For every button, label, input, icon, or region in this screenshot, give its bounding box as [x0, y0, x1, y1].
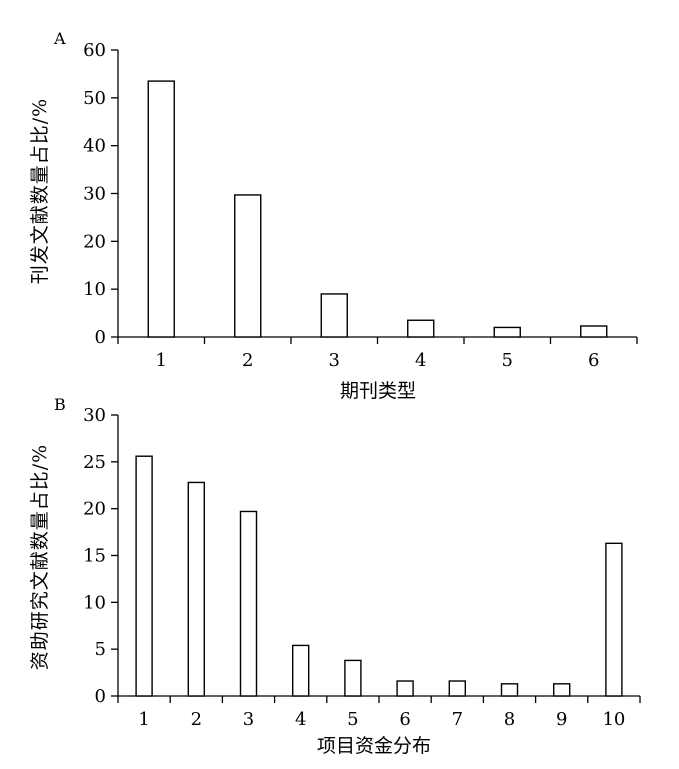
- bar: [320, 293, 348, 338]
- bar: [396, 680, 414, 697]
- panel-label-b: B: [54, 395, 66, 414]
- bar: [605, 542, 623, 697]
- bar: [500, 683, 519, 697]
- y-tick-label: 20: [83, 499, 106, 520]
- x-tick-label: 8: [504, 709, 515, 730]
- x-tick-label: 4: [295, 709, 306, 730]
- bar: [239, 510, 258, 697]
- y-tick-label: 5: [95, 639, 106, 660]
- x-tick-label: 3: [243, 709, 254, 730]
- bar: [407, 319, 435, 338]
- chart-panel-a: A 期刊类型 刊发文献数量占比/% 0 10 20 30 40 50 60 1 2 3 4 5 6: [29, 29, 638, 402]
- bar: [493, 326, 521, 338]
- bar: [234, 194, 262, 338]
- panel-label-a: A: [53, 29, 66, 48]
- bar: [292, 644, 310, 697]
- y-axis-title-a: 刊发文献数量占比/%: [29, 98, 51, 284]
- x-tick-label: 5: [502, 350, 513, 371]
- bar: [448, 680, 466, 697]
- y-tick-label: 30: [83, 405, 106, 426]
- x-tick-label: 10: [602, 709, 625, 730]
- x-tick-label: 2: [242, 350, 253, 371]
- x-tick-label: 7: [452, 709, 463, 730]
- bar: [187, 481, 206, 697]
- y-tick-label: 30: [83, 184, 106, 205]
- x-tick-label: 5: [347, 709, 358, 730]
- bar: [344, 659, 362, 697]
- y-tick-label: 60: [83, 40, 106, 61]
- x-tick-label: 2: [191, 709, 202, 730]
- bar: [147, 80, 175, 338]
- x-tick-label: 1: [156, 350, 167, 371]
- bar: [580, 325, 608, 338]
- y-tick-label: 10: [83, 592, 106, 613]
- y-axis-title-b: 资助研究文献数量占比/%: [29, 444, 51, 670]
- x-tick-label: 1: [138, 709, 149, 730]
- y-tick-label: 10: [83, 279, 106, 300]
- x-tick-label: 6: [588, 350, 599, 371]
- x-tick-label: 6: [399, 709, 410, 730]
- bar: [135, 455, 153, 697]
- y-tick-label: 20: [83, 231, 106, 252]
- y-tick-label: 50: [83, 88, 106, 109]
- x-tick-label: 3: [329, 350, 340, 371]
- bar: [553, 683, 571, 697]
- y-tick-label: 40: [83, 136, 106, 157]
- chart-panel-b: B 项目资金分布 资助研究文献数量占比/% 0 5 10 15 20 25 30 1 2 3 4 5 6…: [29, 395, 641, 757]
- y-tick-label: 15: [83, 546, 106, 567]
- x-axis-title-a: 期刊类型: [340, 380, 416, 402]
- x-axis-title-b: 项目资金分布: [317, 735, 431, 757]
- x-tick-label: 9: [556, 709, 567, 730]
- y-tick-label: 0: [95, 327, 106, 348]
- y-tick-label: 25: [83, 452, 106, 473]
- x-tick-label: 4: [415, 350, 426, 371]
- y-tick-label: 0: [95, 686, 106, 707]
